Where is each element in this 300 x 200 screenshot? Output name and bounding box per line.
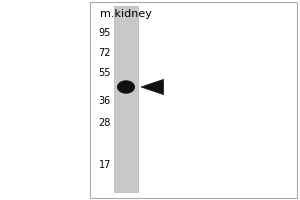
Ellipse shape [118,81,134,93]
Text: 28: 28 [99,118,111,128]
FancyBboxPatch shape [90,2,297,198]
Text: 55: 55 [98,68,111,78]
Polygon shape [141,79,164,95]
Text: 72: 72 [98,48,111,58]
Text: 17: 17 [99,160,111,170]
Text: 36: 36 [99,96,111,106]
Bar [114,6,138,192]
Text: 95: 95 [99,28,111,38]
Text: m.kidney: m.kidney [100,9,152,19]
